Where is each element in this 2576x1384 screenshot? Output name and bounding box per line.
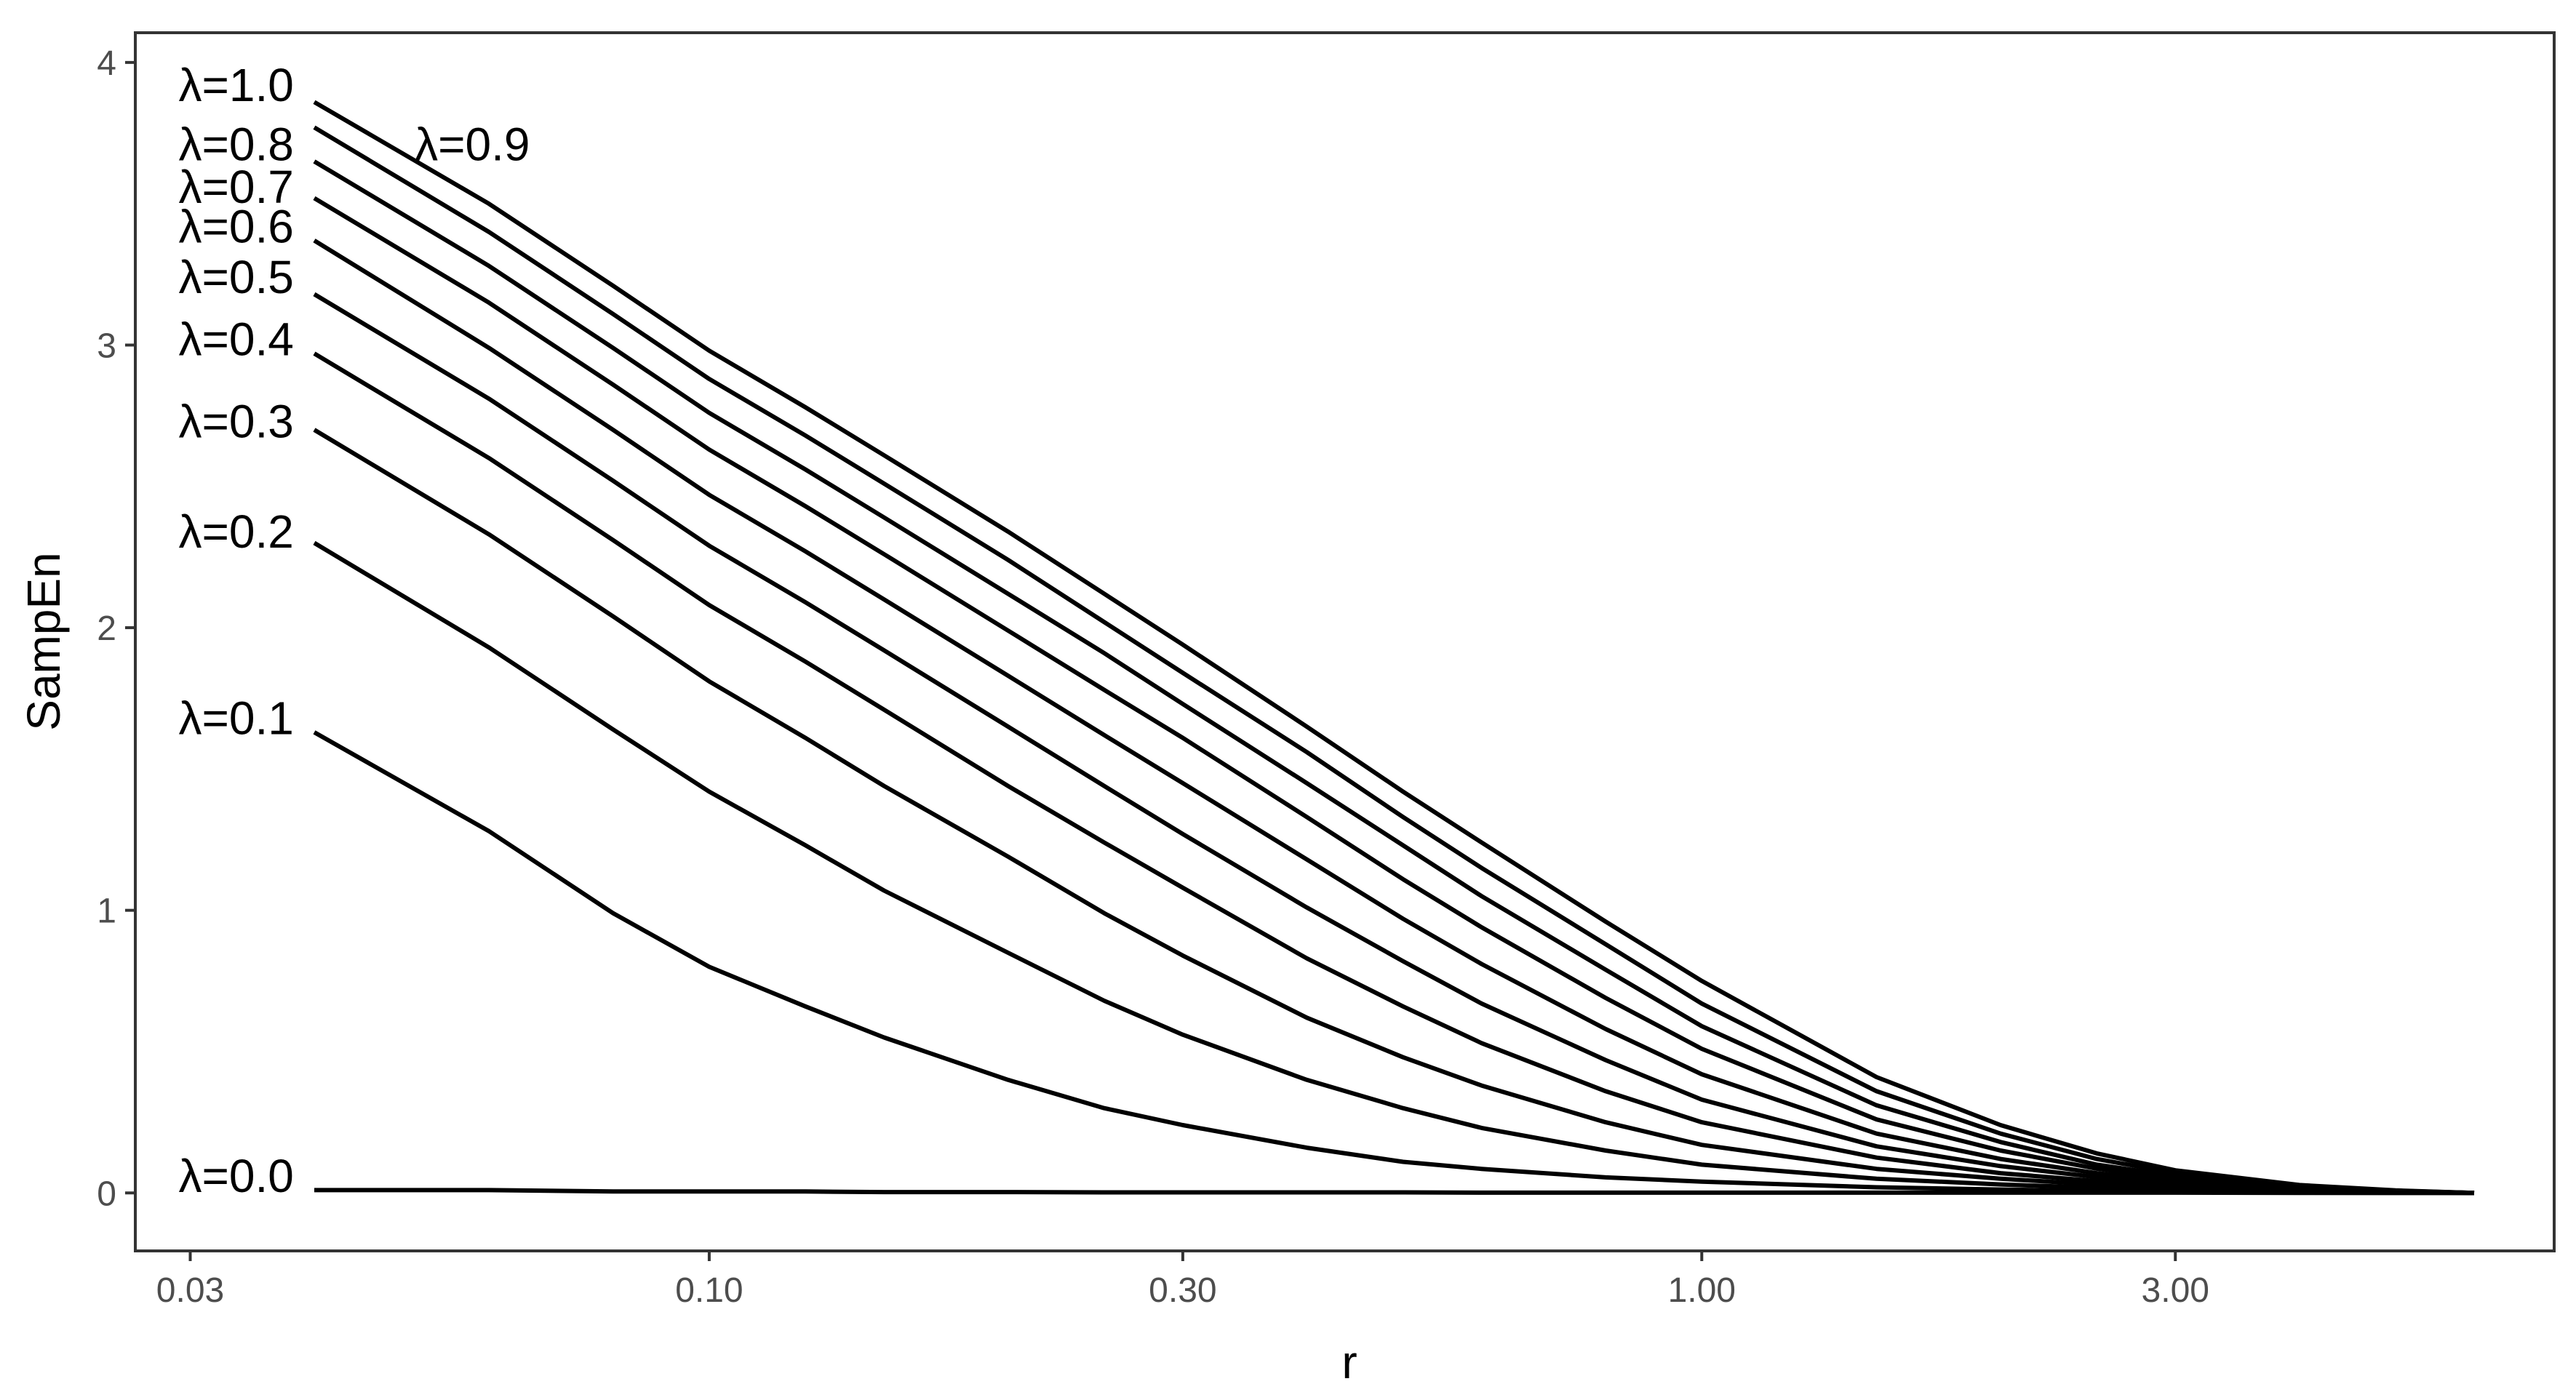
series-line-lambda-0-4 [313,351,2475,1196]
series-label-lambda-0-9: λ=0.9 [415,119,530,171]
series-line-lambda-0-6 [313,239,2475,1196]
series-label-lambda-1-0: λ=1.0 [179,59,294,111]
series-line-lambda-1-0 [313,100,2475,1196]
y-tick-label: 0 [97,1175,116,1213]
x-tick-label: 0.10 [675,1271,743,1310]
x-axis: 0.03 0.10 0.30 1.00 3.00 [156,1251,2209,1310]
series-line-lambda-0-3 [313,428,2475,1196]
series-label-lambda-0-3: λ=0.3 [179,395,294,447]
series-line-lambda-0-7 [313,196,2475,1196]
y-axis: 0 1 2 3 4 [97,44,135,1213]
series-label-lambda-0-1: λ=0.1 [179,692,294,744]
x-tick-label: 3.00 [2142,1271,2209,1310]
series-label-lambda-0-2: λ=0.2 [179,505,294,558]
x-axis-title: r [1341,1336,1357,1384]
series-line-lambda-0-8 [313,159,2475,1196]
x-tick-label: 0.03 [156,1271,224,1310]
y-tick-label: 2 [97,609,116,648]
series-label-lambda-0-6: λ=0.6 [179,200,294,252]
series-label-lambda-0-7: λ=0.7 [179,161,294,213]
series-label-lambda-0-5: λ=0.5 [179,251,294,303]
series-layer [313,100,2475,1196]
plot-panel-border [134,31,2556,1252]
y-tick-label: 3 [97,327,116,365]
series-label-lambda-0-4: λ=0.4 [179,313,294,366]
series-label-lambda-0-0: λ=0.0 [179,1150,294,1202]
y-tick-label: 4 [97,44,116,83]
series-label-lambda-0-8: λ=0.8 [179,119,294,171]
series-line-lambda-0-5 [313,292,2475,1196]
x-tick-label: 0.30 [1149,1271,1216,1310]
x-tick-label: 1.00 [1668,1271,1736,1310]
y-axis-title: SampEn [17,552,70,730]
y-tick-label: 1 [97,892,116,931]
series-line-lambda-0-1 [313,730,2474,1196]
series-line-lambda-0-9 [313,125,2475,1196]
series-line-lambda-0-2 [313,540,2475,1196]
series-label-layer: λ=1.0 λ=0.9 λ=0.8λ=0.7λ=0.6λ=0.5 λ=0.4 λ=0.3… [179,59,530,1202]
